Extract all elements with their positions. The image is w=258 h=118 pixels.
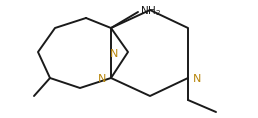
Text: N: N	[98, 74, 106, 84]
Text: N: N	[110, 49, 118, 59]
Text: N: N	[193, 74, 201, 84]
Text: NH$_2$: NH$_2$	[140, 4, 161, 18]
